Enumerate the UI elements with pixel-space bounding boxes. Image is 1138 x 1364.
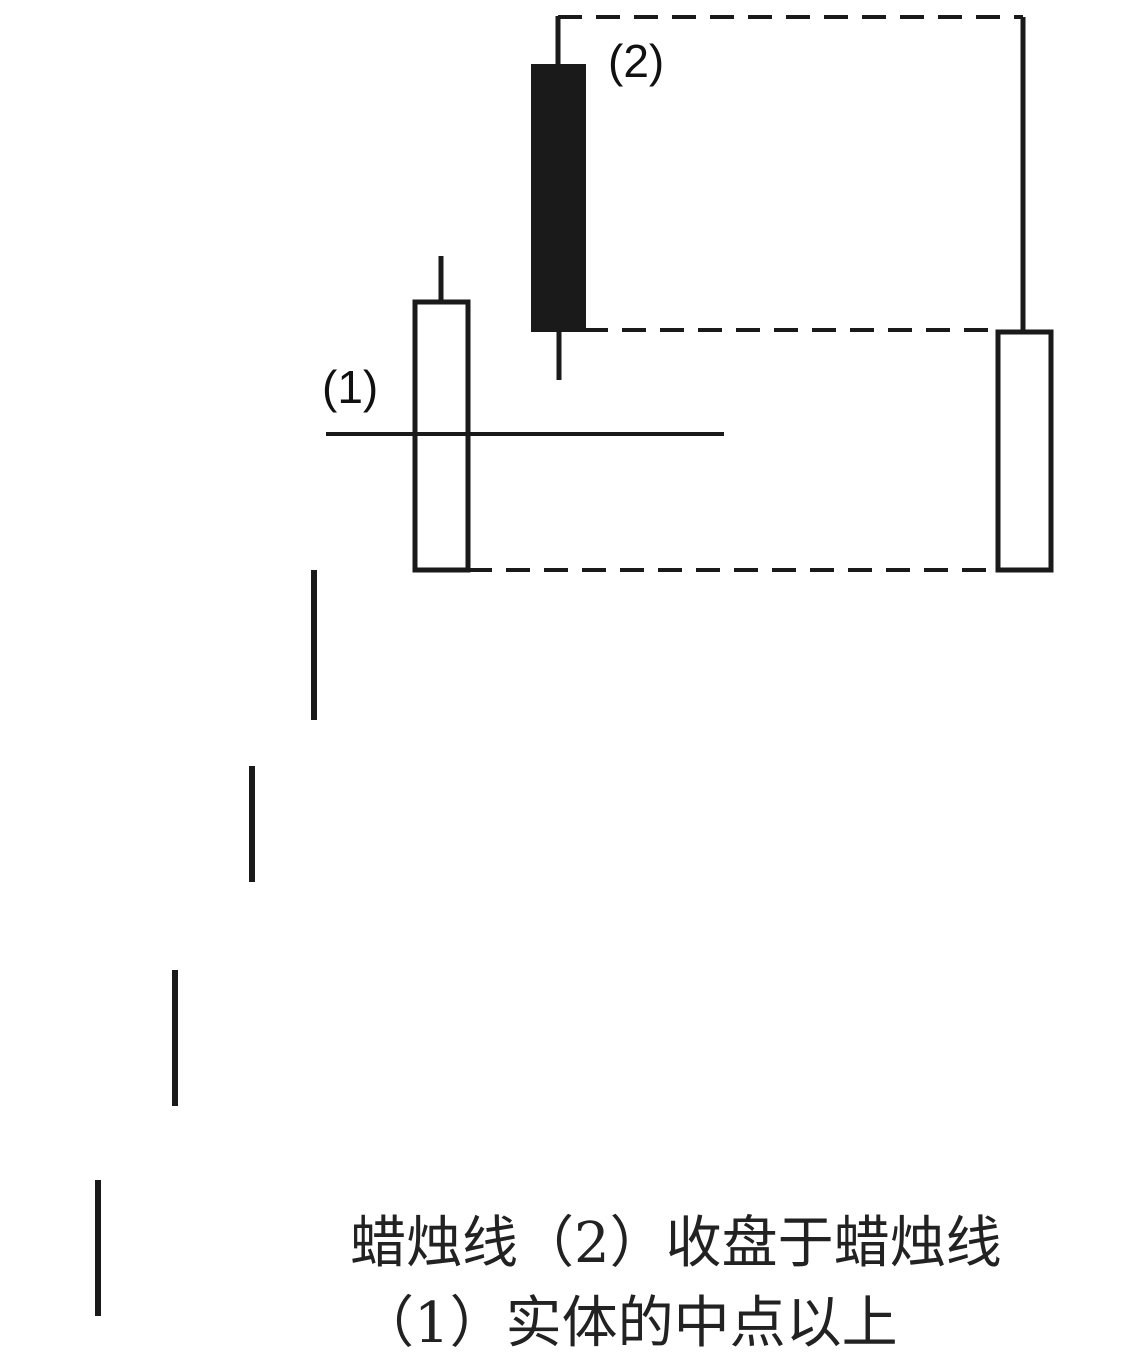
candle-2-body xyxy=(531,64,586,332)
caption-line-2: （1）实体的中点以上 xyxy=(358,1291,898,1356)
candle-1-label: (1) xyxy=(322,361,379,413)
caption-line-1: 蜡烛线（2）收盘于蜡烛线 xyxy=(350,1211,1002,1276)
candle-2-label: (2) xyxy=(608,35,665,87)
reference-candle-body xyxy=(995,329,1054,573)
